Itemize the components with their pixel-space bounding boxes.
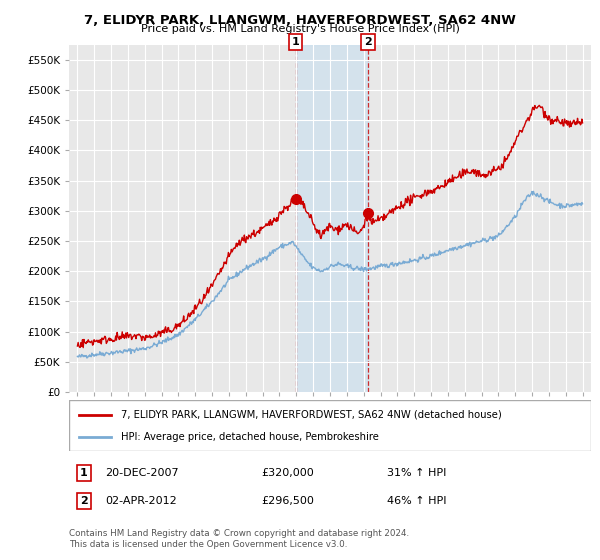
Text: Price paid vs. HM Land Registry's House Price Index (HPI): Price paid vs. HM Land Registry's House …	[140, 24, 460, 34]
Text: £296,500: £296,500	[261, 496, 314, 506]
Text: 31% ↑ HPI: 31% ↑ HPI	[387, 468, 446, 478]
Text: 2: 2	[364, 37, 372, 47]
Text: 46% ↑ HPI: 46% ↑ HPI	[387, 496, 446, 506]
Text: 02-APR-2012: 02-APR-2012	[105, 496, 177, 506]
Bar	[296, 45, 368, 392]
Text: 7, ELIDYR PARK, LLANGWM, HAVERFORDWEST, SA62 4NW (detached house): 7, ELIDYR PARK, LLANGWM, HAVERFORDWEST, …	[121, 409, 502, 419]
Text: Contains HM Land Registry data © Crown copyright and database right 2024.
This d: Contains HM Land Registry data © Crown c…	[69, 529, 409, 549]
Text: £320,000: £320,000	[261, 468, 314, 478]
Text: 7, ELIDYR PARK, LLANGWM, HAVERFORDWEST, SA62 4NW: 7, ELIDYR PARK, LLANGWM, HAVERFORDWEST, …	[84, 14, 516, 27]
Text: HPI: Average price, detached house, Pembrokeshire: HPI: Average price, detached house, Pemb…	[121, 432, 379, 442]
Text: 1: 1	[80, 468, 88, 478]
Text: 2: 2	[80, 496, 88, 506]
Text: 1: 1	[292, 37, 299, 47]
Text: 20-DEC-2007: 20-DEC-2007	[105, 468, 179, 478]
FancyBboxPatch shape	[69, 400, 591, 451]
